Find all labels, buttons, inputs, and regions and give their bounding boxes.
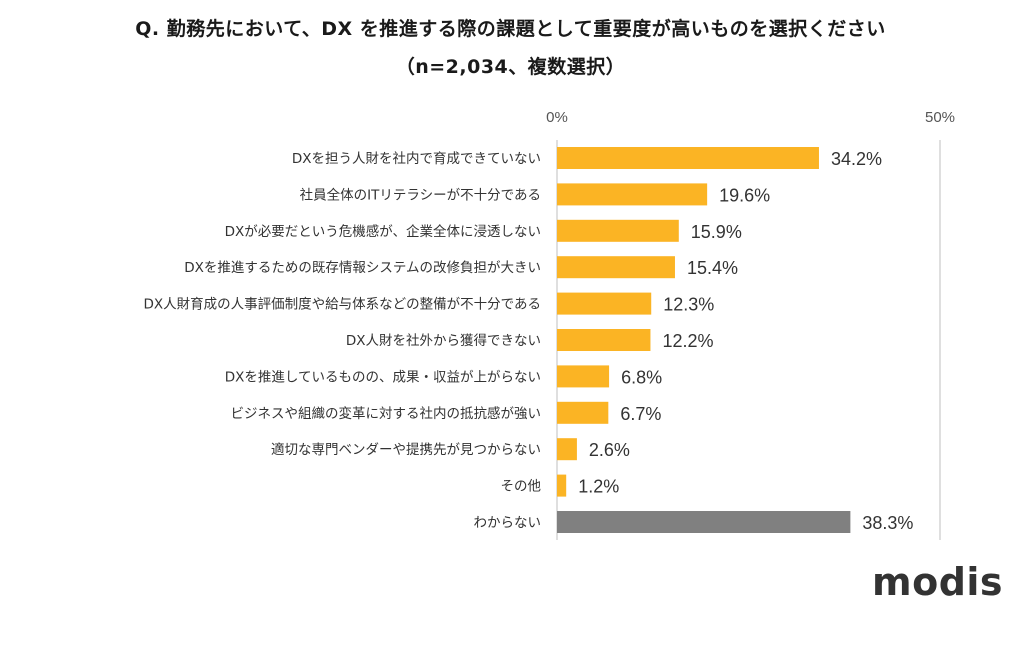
value-label: 15.4% [687,258,738,278]
bar [557,511,851,533]
category-label: その他 [501,479,542,495]
value-label: 34.2% [831,149,882,169]
category-label: ビジネスや組織の変革に対する社内の抵抗感が強い [231,405,542,422]
bar [557,438,577,461]
category-label: 社員全体のITリテラシーが不十分である [300,186,541,203]
bar [557,256,675,279]
category-label: DXを担う人財を社内で育成できていない [292,151,541,167]
category-label: DXを推進しているものの、成果・収益が上がらない [225,369,541,385]
category-label: DX人財育成の人事評価制度や給与体系などの整備が不十分である [143,297,541,313]
value-label: 1.2% [578,477,619,497]
value-label: 38.3% [862,513,913,533]
bar [557,183,708,206]
value-label: 6.7% [620,404,661,424]
value-label: 6.8% [621,367,662,387]
category-label: わからない [474,515,542,531]
bar [557,329,651,351]
bar [557,147,819,169]
category-label: DXを推進するための既存情報システムの改修負担が大きい [184,260,541,276]
value-label: 12.3% [663,295,714,315]
bar [557,365,610,388]
bar [557,292,652,315]
category-label: DX人財を社外から獲得できない [346,332,541,349]
bar [557,474,567,497]
value-label: 19.6% [719,185,770,205]
chart-title-line1: Q. 勤務先において、DX を推進する際の課題として重要度が高いものを選択くださ… [135,18,886,40]
modis-logo: modis [872,560,1004,604]
value-label: 2.6% [589,440,630,460]
tick-label: 0% [546,109,568,126]
value-label: 12.2% [662,331,713,351]
category-label: DXが必要だという危機感が、企業全体に浸透しない [225,223,541,240]
chart-title-line2: （n=2,034、複数選択） [395,56,626,78]
value-label: 15.9% [691,222,742,242]
bar [557,401,609,424]
tick-label: 50% [925,109,955,126]
bar [557,219,679,242]
category-label: 適切な専門ベンダーや提携先が見つからない [271,441,541,458]
